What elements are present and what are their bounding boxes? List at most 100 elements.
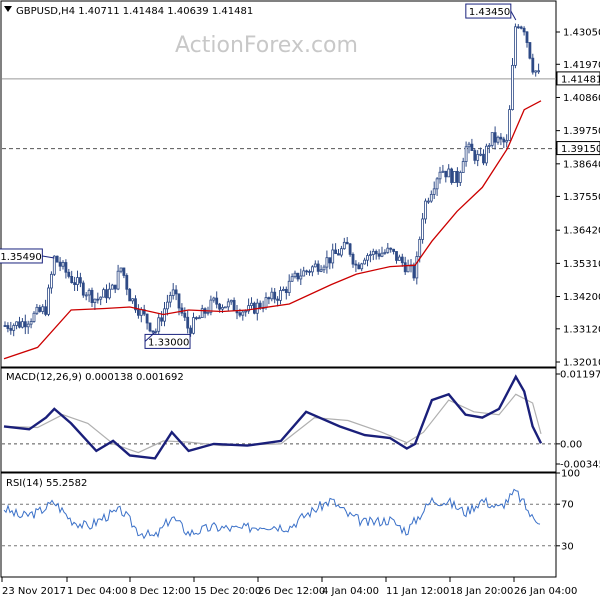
candle-body (168, 295, 172, 303)
candle-body (461, 161, 465, 173)
candles (3, 23, 540, 337)
candle-body (487, 144, 491, 147)
candle-body (221, 307, 224, 310)
candle-body (61, 262, 65, 267)
candle-body (215, 297, 219, 305)
macd-panel-border (0, 367, 557, 473)
candle-body (148, 322, 152, 332)
candle-body (334, 249, 338, 255)
price-tick-label: 1.35310 (563, 259, 600, 270)
rsi-title: RSI(14) 55.2582 (6, 478, 87, 489)
candle-body (455, 171, 459, 183)
candle-body (64, 262, 68, 273)
candle-body (490, 132, 494, 146)
candle-body (18, 321, 21, 328)
candle-body (55, 255, 59, 263)
candle-body (160, 317, 164, 322)
candle-body (380, 252, 384, 257)
candle-body (105, 289, 108, 299)
candle-body (96, 298, 100, 301)
candle-body (467, 143, 471, 148)
candle-body (484, 145, 488, 164)
candle-body (171, 289, 175, 296)
candle-body (151, 330, 155, 333)
candle-body (441, 170, 445, 173)
macd-tick-label: 0.00 (560, 439, 582, 450)
candle-body (519, 26, 523, 29)
candle-body (337, 253, 340, 256)
candle-body (522, 27, 526, 33)
candle-body (426, 200, 430, 203)
candle-body (412, 264, 416, 279)
candle-body (403, 262, 407, 273)
candle-body (139, 309, 143, 316)
candle-body (119, 267, 123, 272)
candle-body (313, 263, 317, 268)
price-annotation-label: 1.33000 (148, 337, 189, 348)
candle-body (81, 282, 85, 296)
candle-body (247, 305, 251, 312)
time-tick-label: 15 Dec 20:00 (194, 586, 261, 597)
moving-average-line (3, 100, 542, 360)
candle-body (328, 257, 332, 264)
candle-body (528, 42, 532, 59)
candle-body (464, 146, 468, 162)
price-tick-label: 1.43050 (563, 28, 600, 39)
candle-body (473, 150, 477, 161)
price-tick-label: 1.33120 (563, 324, 600, 335)
candle-body (525, 31, 529, 43)
time-tick-label: 1 Dec 04:00 (67, 586, 128, 597)
candle-body (241, 311, 245, 316)
candle-body (499, 136, 503, 140)
candle-body (128, 288, 132, 302)
candle-body (99, 296, 103, 300)
candle-body (90, 289, 94, 303)
candle-body (165, 301, 169, 310)
candle-body (84, 294, 88, 297)
candle-body (3, 325, 7, 327)
candle-body (302, 270, 306, 277)
candle-body (444, 170, 448, 178)
candle-body (192, 317, 195, 334)
candle-body (514, 26, 517, 66)
candle-body (299, 275, 303, 280)
candle-body (342, 241, 346, 250)
candle-body (145, 313, 149, 324)
chart-header: GBPUSD,H4 1.40711 1.41484 1.40639 1.4148… (16, 6, 253, 17)
macd-line (3, 374, 543, 460)
rsi-panel-border (0, 472, 557, 578)
candle-body (116, 270, 120, 290)
candle-body (238, 312, 242, 316)
candle-body (357, 264, 361, 270)
candle-body (435, 178, 439, 190)
collapse-triangle-icon[interactable] (4, 6, 12, 12)
candle-body (244, 310, 248, 313)
candle-body (345, 241, 349, 245)
candle-body (6, 325, 10, 329)
candle-body (383, 251, 387, 254)
candle-body (429, 193, 433, 202)
price-annotation-box (0, 248, 43, 264)
candle-body (284, 288, 288, 293)
candle-body (50, 273, 53, 289)
price-tick-label: 1.38640 (563, 159, 600, 170)
candle-body (290, 276, 294, 282)
candle-body (386, 247, 390, 253)
watermark: ActionForex.com (175, 33, 358, 58)
candle-body (354, 263, 358, 266)
candle-body (418, 239, 422, 257)
candle-body (374, 250, 378, 255)
candle-body (276, 298, 280, 301)
candle-body (371, 250, 375, 255)
candle-body (351, 253, 355, 265)
main-panel-border (0, 0, 557, 368)
candle-body (212, 297, 216, 301)
price-tick-label: 1.39750 (563, 126, 600, 137)
candle-body (516, 26, 520, 29)
candle-body (296, 272, 300, 280)
candle-body (415, 256, 419, 279)
candle-body (264, 297, 268, 309)
macd-tick-label: 0.011977 (560, 370, 600, 381)
candle-body (209, 299, 213, 313)
